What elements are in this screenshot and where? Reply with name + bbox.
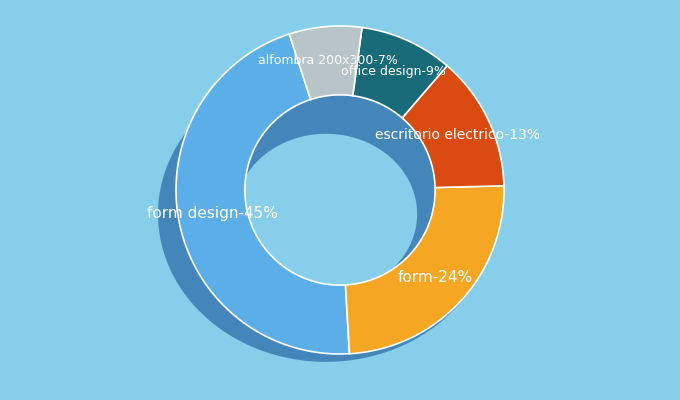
Polygon shape [158,66,494,362]
Text: alfombra 200x300-7%: alfombra 200x300-7% [258,54,398,68]
Polygon shape [345,186,504,354]
Polygon shape [402,66,504,188]
Polygon shape [353,28,447,118]
Polygon shape [176,34,350,354]
Text: office design-9%: office design-9% [341,65,445,78]
Text: form design-45%: form design-45% [148,206,278,222]
Text: form-24%: form-24% [398,270,473,285]
Polygon shape [289,26,362,100]
Text: escritorio electrico-13%: escritorio electrico-13% [375,128,540,142]
